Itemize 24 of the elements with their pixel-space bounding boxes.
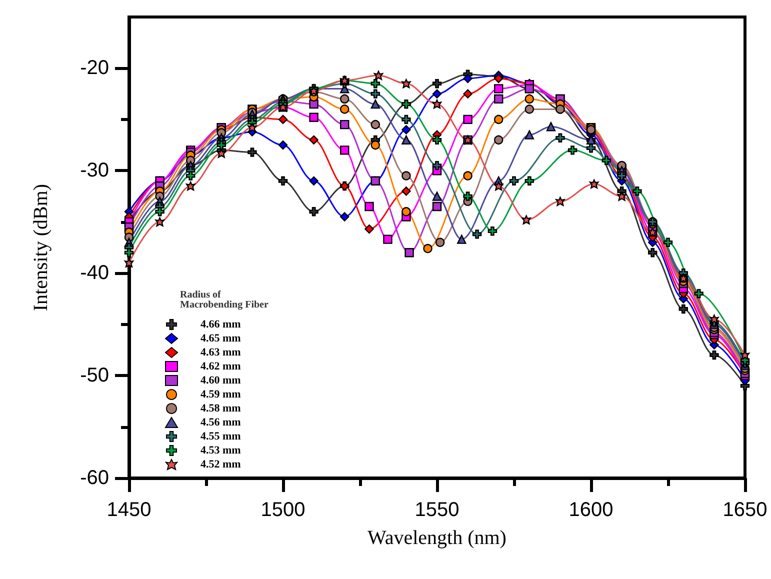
legend-title: Radius of Macrobending Fiber	[180, 290, 269, 310]
x-tick-label: 1500	[260, 499, 306, 521]
y-tick-label: -20	[80, 57, 109, 80]
legend-label: 4.52 mm	[200, 458, 241, 470]
legend-label: 4.55 mm	[200, 430, 241, 442]
legend-label: 4.58 mm	[200, 402, 241, 414]
x-tick-label: 1650	[722, 499, 768, 521]
legend-label: 4.60 mm	[200, 374, 241, 386]
y-tick-label: -60	[80, 467, 109, 489]
legend-label: 4.63 mm	[200, 346, 241, 358]
legend-label: 4.65 mm	[200, 332, 241, 344]
legend-label: 4.56 mm	[200, 416, 241, 428]
y-axis-title: Intensity (dBm)	[30, 184, 52, 312]
y-tick-label: -30	[80, 160, 109, 182]
legend-label: 4.59 mm	[200, 388, 241, 400]
legend-label: 4.62 mm	[200, 360, 241, 372]
legend-label: 4.53 mm	[200, 444, 241, 456]
legend-label: 4.66 mm	[200, 318, 241, 330]
x-tick-label: 1550	[414, 499, 460, 521]
x-axis-title: Wavelength (nm)	[368, 527, 506, 549]
y-tick-label: -50	[80, 364, 109, 387]
x-tick-label: 1600	[568, 499, 614, 521]
y-tick-label: -40	[80, 262, 109, 284]
x-tick-label: 1450	[106, 499, 152, 521]
